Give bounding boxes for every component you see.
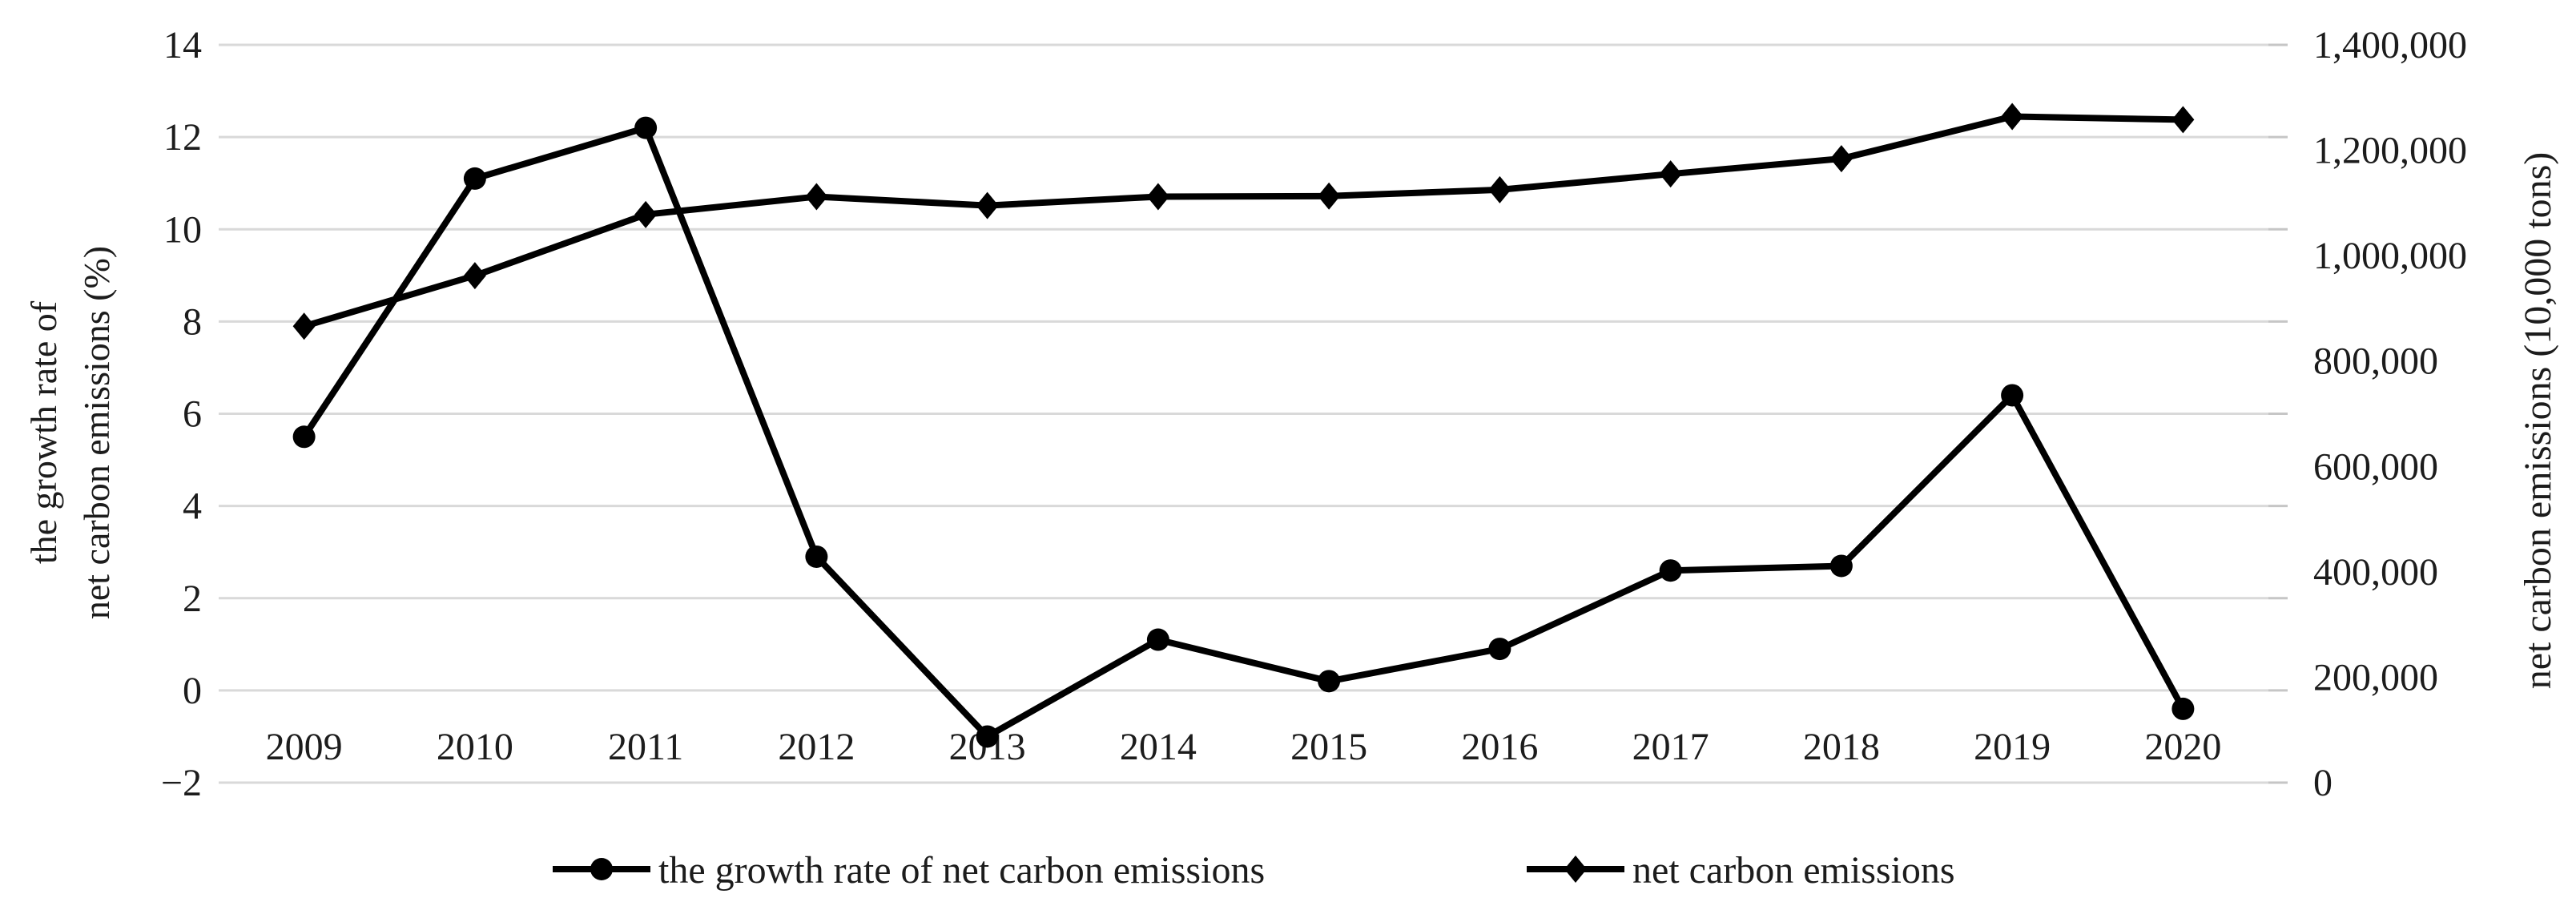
x-axis-year-label: 2019: [1974, 726, 2051, 768]
circle-marker: [292, 425, 316, 449]
circle-marker: [634, 116, 658, 139]
right-axis-tick-label: 1,400,000: [2313, 24, 2467, 66]
series-growth-rate: [292, 116, 2195, 748]
right-axis-title: net carbon emissions (10,000 tons): [2517, 152, 2559, 690]
diamond-marker: [805, 183, 828, 211]
legend-label: the growth rate of net carbon emissions: [658, 849, 1265, 892]
circle-marker: [976, 725, 999, 748]
x-axis-year-label: 2011: [608, 726, 683, 768]
diamond-marker: [634, 200, 658, 228]
circle-marker: [463, 167, 486, 190]
left-axis-title-line1: the growth rate of: [23, 300, 64, 564]
left-axis-tick-label: 10: [163, 208, 202, 251]
circle-marker: [1146, 628, 1169, 651]
right-axis-tick-label: 800,000: [2313, 340, 2438, 383]
right-axis-tick-label: 400,000: [2313, 551, 2438, 594]
x-axis-year-label: 2010: [437, 726, 513, 768]
circle-marker: [2001, 384, 2024, 407]
circle-marker: [1659, 559, 1682, 582]
x-axis-year-label: 2018: [1803, 726, 1880, 768]
right-axis-tick-label: 200,000: [2313, 656, 2438, 699]
left-axis-tick-label: 14: [163, 24, 202, 66]
diamond-marker: [1659, 160, 1682, 188]
circle-marker: [1829, 554, 1853, 578]
x-axis-year-label: 2020: [2144, 726, 2221, 768]
x-axis-year-label: 2016: [1461, 726, 1538, 768]
circle-marker: [2171, 697, 2195, 720]
right-axis-tick-label: 1,200,000: [2313, 130, 2467, 172]
x-axis-year-label: 2014: [1120, 726, 1197, 768]
axis-titles: the growth rate of net carbon emissions (…: [23, 152, 2559, 690]
left-axis-tick-label: 8: [183, 300, 202, 343]
series-line: [300, 113, 2187, 330]
plot-gridlines: [219, 43, 2288, 784]
series-net-emissions: [292, 103, 2195, 340]
left-axis-tick-label: 4: [183, 485, 202, 528]
right-axis-tick-label: 600,000: [2313, 445, 2438, 488]
x-axis-year-label: 2009: [266, 726, 343, 768]
left-axis-tick-label: −2: [161, 762, 202, 804]
right-axis-tick-label: 1,000,000: [2313, 235, 2467, 277]
x-axis-year-label: 2017: [1632, 726, 1709, 768]
diamond-marker: [2001, 103, 2024, 131]
left-axis-tick-label: 2: [183, 578, 202, 620]
diamond-marker: [463, 262, 486, 290]
circle-marker: [805, 545, 828, 568]
x-axis-labels: 2009201020112012201320142015201620172018…: [266, 726, 2222, 768]
diamond-marker: [1829, 145, 1853, 173]
left-axis-title-line2: net carbon emissions (%): [76, 246, 117, 619]
legend-item-growth-rate: the growth rate of net carbon emissions: [553, 849, 1265, 892]
left-axis-tick-label: 6: [183, 393, 202, 436]
diamond-marker: [292, 312, 316, 340]
x-axis-year-label: 2015: [1290, 726, 1367, 768]
legend: the growth rate of net carbon emissions n…: [553, 849, 1955, 892]
legend-label: net carbon emissions: [1632, 849, 1955, 892]
left-axis-tick-label: 12: [163, 116, 202, 159]
diamond-marker: [1564, 856, 1587, 883]
circle-marker: [1318, 670, 1341, 693]
series-line: [300, 124, 2187, 740]
circle-marker: [1488, 638, 1511, 661]
left-axis-tick-label: 0: [183, 670, 202, 712]
circle-marker: [590, 858, 613, 880]
legend-item-net-emissions: net carbon emissions: [1527, 849, 1955, 892]
right-axis-tick-label: 0: [2313, 762, 2332, 804]
right-axis-tick-labels: 1,400,000 1,200,000 1,000,000 800,000 600,00…: [2313, 24, 2467, 804]
diamond-marker: [1146, 183, 1169, 211]
x-axis-year-label: 2012: [778, 726, 855, 768]
diamond-marker: [976, 191, 999, 219]
diamond-marker: [1318, 182, 1341, 210]
diamond-marker: [2171, 106, 2195, 134]
diamond-marker: [1488, 175, 1511, 203]
left-axis-tick-labels: 14 12 10 8 6 4 2 0 −2: [161, 24, 202, 804]
